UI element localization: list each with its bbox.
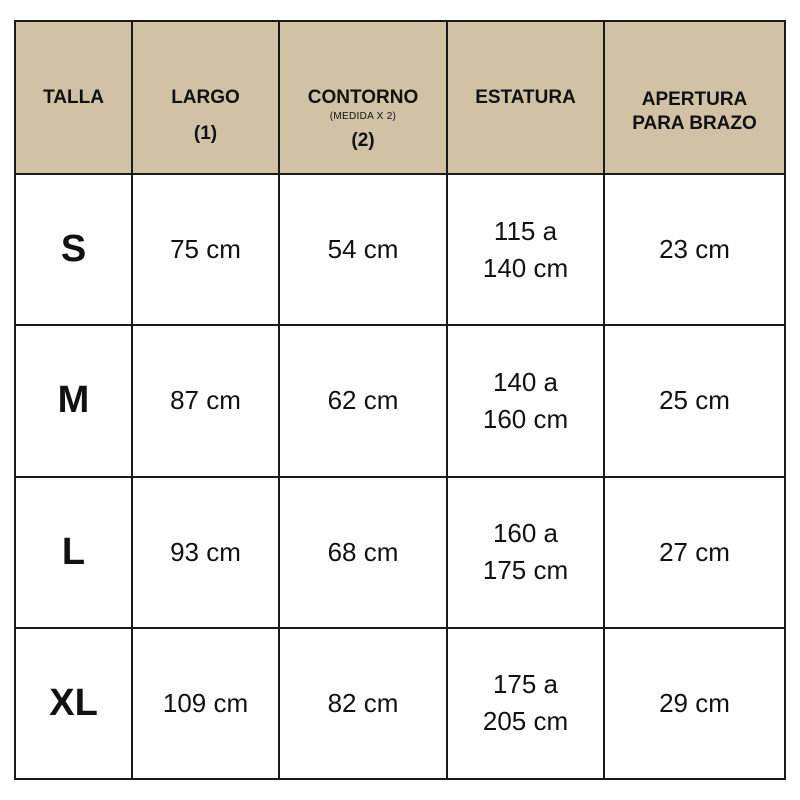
- estatura-to: 160 cm: [482, 403, 569, 434]
- size-cell: S: [14, 173, 133, 327]
- header-largo-label: LARGO: [171, 87, 240, 108]
- estatura-from: 115 a: [493, 215, 558, 246]
- header-talla-label: TALLA: [43, 87, 104, 108]
- header-contorno-note: (2): [351, 130, 375, 152]
- size-cell: XL: [14, 626, 133, 781]
- estatura-cell: 115 a 140 cm: [446, 173, 605, 327]
- header-contorno: CONTORNO (MEDIDA X 2) (2): [278, 19, 448, 176]
- header-apertura: APERTURA PARA BRAZO: [603, 19, 786, 176]
- table-row: XL 109 cm 82 cm 175 a 205 cm 29 cm: [14, 626, 786, 781]
- estatura-from: 140 a: [492, 366, 559, 397]
- size-cell: L: [14, 475, 133, 629]
- header-largo: LARGO (1): [131, 19, 280, 176]
- estatura-to: 175 cm: [482, 555, 569, 586]
- contorno-cell: 62 cm: [278, 324, 448, 478]
- header-estatura: ESTATURA: [446, 19, 605, 176]
- contorno-cell: 54 cm: [278, 173, 448, 327]
- header-talla: TALLA: [14, 19, 133, 176]
- contorno-cell: 68 cm: [278, 475, 448, 629]
- header-apertura-line2: PARA BRAZO: [632, 112, 757, 134]
- apertura-cell: 25 cm: [603, 324, 786, 478]
- contorno-cell: 82 cm: [278, 626, 448, 781]
- table-row: M 87 cm 62 cm 140 a 160 cm 25 cm: [14, 324, 786, 478]
- largo-cell: 109 cm: [131, 626, 280, 781]
- header-largo-note: (1): [193, 122, 218, 144]
- largo-cell: 87 cm: [131, 324, 280, 478]
- estatura-cell: 140 a 160 cm: [446, 324, 605, 478]
- header-contorno-label: CONTORNO: [307, 87, 419, 108]
- table-row: S 75 cm 54 cm 115 a 140 cm 23 cm: [14, 173, 786, 327]
- header-apertura-line1: APERTURA: [641, 89, 748, 110]
- header-contorno-subnote: (MEDIDA X 2): [329, 110, 397, 122]
- apertura-cell: 23 cm: [603, 173, 786, 327]
- size-cell: M: [14, 324, 133, 478]
- estatura-cell: 175 a 205 cm: [446, 626, 605, 781]
- estatura-to: 140 cm: [482, 252, 569, 283]
- estatura-from: 160 a: [492, 518, 559, 549]
- estatura-from: 175 a: [492, 669, 559, 700]
- largo-cell: 75 cm: [131, 173, 280, 327]
- estatura-to: 205 cm: [482, 706, 569, 737]
- apertura-cell: 27 cm: [603, 475, 786, 629]
- table-row: L 93 cm 68 cm 160 a 175 cm 27 cm: [14, 475, 786, 629]
- size-chart-table: TALLA LARGO (1) CONTORNO (MEDIDA X 2) (2…: [14, 19, 786, 781]
- estatura-cell: 160 a 175 cm: [446, 475, 605, 629]
- apertura-cell: 29 cm: [603, 626, 786, 781]
- largo-cell: 93 cm: [131, 475, 280, 629]
- header-estatura-label: ESTATURA: [475, 87, 576, 108]
- header-row: TALLA LARGO (1) CONTORNO (MEDIDA X 2) (2…: [14, 19, 786, 176]
